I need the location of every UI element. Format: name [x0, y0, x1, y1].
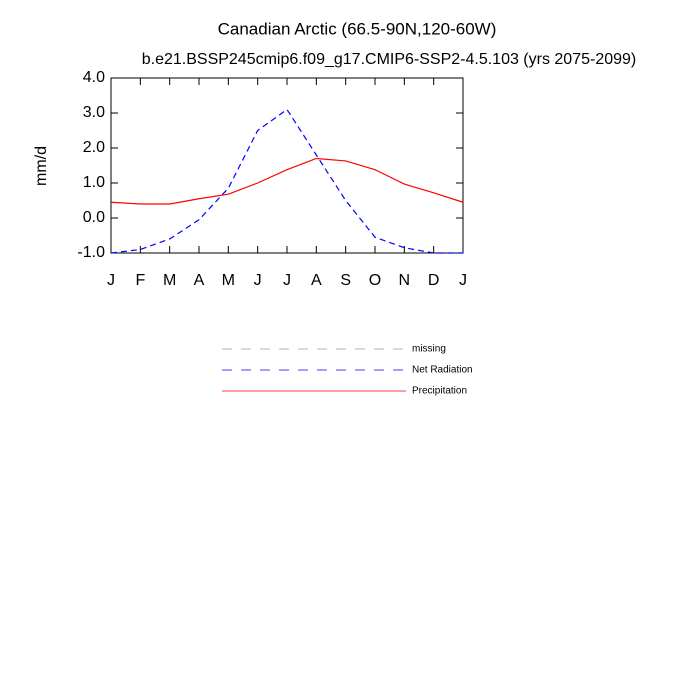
x-tick-label: M — [222, 272, 235, 289]
legend-label: Net Radiation — [412, 365, 473, 376]
chart-title: Canadian Arctic (66.5-90N,120-60W) — [218, 19, 497, 38]
x-tick-label: J — [459, 272, 467, 289]
x-tick-label: M — [163, 272, 176, 289]
chart-subtitle: b.e21.BSSP245cmip6.f09_g17.CMIP6-SSP2-4.… — [142, 51, 637, 68]
x-tick-label: D — [428, 272, 440, 289]
x-tick-label: J — [107, 272, 115, 289]
x-tick-label: N — [399, 272, 411, 289]
x-tick-label: A — [311, 272, 322, 289]
y-tick-label: 4.0 — [83, 69, 105, 86]
x-tick-label: F — [135, 272, 145, 289]
y-tick-label: 2.0 — [83, 139, 105, 156]
legend-label: missing — [412, 344, 446, 355]
y-tick-label: 3.0 — [83, 104, 105, 121]
x-tick-label: J — [283, 272, 291, 289]
plot-frame — [110, 77, 464, 254]
x-tick-label: J — [254, 272, 262, 289]
y-axis-label: mm/d — [33, 146, 50, 186]
x-tick-label: O — [369, 272, 381, 289]
y-tick-label: 0.0 — [83, 209, 105, 226]
x-tick-label: S — [340, 272, 351, 289]
y-tick-label: -1.0 — [77, 244, 105, 261]
y-tick-label: 1.0 — [83, 174, 105, 191]
x-tick-label: A — [194, 272, 205, 289]
series-line — [110, 157, 464, 205]
legend-label: Precipitation — [412, 386, 467, 397]
series-line — [110, 108, 463, 254]
